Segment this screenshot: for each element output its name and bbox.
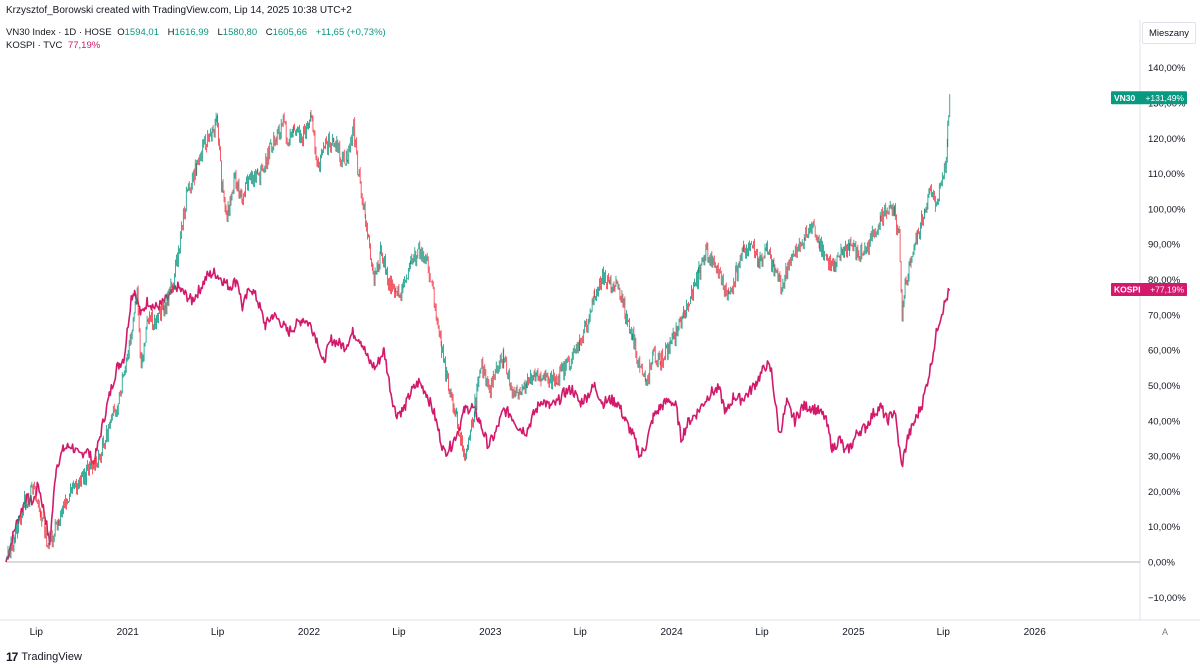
y-tick-label: 80,00% [1148, 275, 1181, 286]
x-tick-label: 2021 [117, 627, 140, 638]
legend-vn30-open: 1594,01 [124, 27, 159, 38]
vn30-last-value-tag-value: +131,49% [1145, 93, 1184, 103]
x-tick-label: Lip [392, 627, 406, 638]
legend-vn30-change: +11,65 (+0,73%) [315, 27, 386, 38]
y-tick-label: 140,00% [1148, 63, 1186, 74]
tradingview-logo-icon: 17 [6, 650, 18, 664]
y-tick-label: −10,00% [1148, 593, 1186, 604]
x-tick-label: Lip [937, 627, 951, 638]
x-tick-label: 2024 [660, 627, 683, 638]
kospi-series-line [5, 267, 951, 563]
x-tick-label: 2022 [298, 627, 321, 638]
legend-vn30-c-label: C [265, 27, 273, 38]
y-tick-label: 120,00% [1148, 134, 1186, 145]
y-tick-label: 70,00% [1148, 310, 1181, 321]
kospi-last-value-tag: KOSPI +77,19% [1111, 282, 1187, 296]
y-tick-label: 10,00% [1148, 522, 1181, 533]
x-tick-label: 2025 [842, 627, 865, 638]
tradingview-logo-text: TradingView [21, 651, 82, 663]
y-tick-label: 40,00% [1148, 416, 1181, 427]
vn30-last-value-tag-series-name: VN30 [1114, 93, 1136, 103]
tradingview-logo[interactable]: 17 TradingView [6, 650, 82, 664]
x-tick-label: Lip [211, 627, 225, 638]
y-tick-label: 110,00% [1148, 169, 1185, 180]
legend-kospi[interactable]: KOSPI · TVC 77,19% [6, 40, 103, 51]
y-tick-label: 100,00% [1148, 204, 1186, 215]
y-tick-label: 0,00% [1148, 558, 1175, 569]
legend-vn30-close: 1605,66 [272, 27, 307, 38]
legend-kospi-name: KOSPI · TVC [6, 40, 63, 51]
chart-credit: Krzysztof_Borowski created with TradingV… [6, 5, 352, 16]
legend-vn30-h-label: H [167, 27, 175, 38]
kospi-last-value-tag-bg [1111, 282, 1187, 296]
legend-vn30-low: 1580,80 [222, 27, 258, 38]
y-tick-label: 90,00% [1148, 240, 1181, 251]
legend-vn30[interactable]: VN30 Index · 1D · HOSE O1594,01 H1616,99… [6, 27, 389, 38]
scale-mode-button[interactable]: Mieszany [1142, 22, 1196, 44]
kospi-last-value-tag-series-name: KOSPI [1114, 285, 1140, 295]
legend-vn30-o-label: O [117, 27, 125, 38]
legend-vn30-l-label: L [217, 27, 223, 38]
x-tick-label: Lip [30, 627, 44, 638]
legend-vn30-high: 1616,99 [174, 27, 209, 38]
x-tick-label: 2026 [1024, 627, 1047, 638]
legend-kospi-value: 77,19% [67, 40, 101, 51]
x-tick-label: Lip [574, 627, 588, 638]
vn30-last-value-tag: VN30 +131,49% [1111, 91, 1187, 105]
vn30-last-value-tag-bg [1111, 91, 1187, 105]
x-tick-label: Lip [755, 627, 769, 638]
auto-scale-button[interactable]: A [1161, 627, 1168, 637]
y-tick-label: 60,00% [1148, 346, 1181, 357]
y-tick-label: 50,00% [1148, 381, 1181, 392]
y-tick-label: 20,00% [1148, 487, 1181, 498]
kospi-last-value-tag-value: +77,19% [1150, 285, 1184, 295]
y-tick-label: 30,00% [1148, 452, 1181, 463]
y-tick-label: 130,00% [1148, 98, 1186, 109]
x-tick-label: 2023 [479, 627, 502, 638]
legend-vn30-name: VN30 Index · 1D · HOSE [6, 27, 112, 38]
